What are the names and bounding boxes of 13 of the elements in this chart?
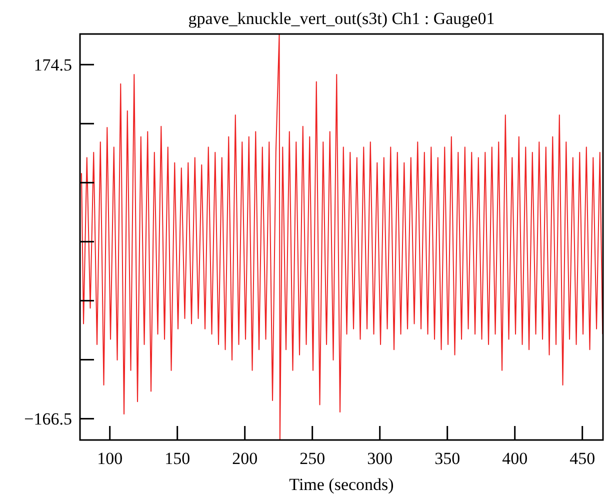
line-series xyxy=(80,34,603,440)
x-tick-label: 200 xyxy=(232,449,258,468)
x-tick-label: 150 xyxy=(164,449,190,468)
x-tick-label: 350 xyxy=(434,449,460,468)
x-tick-label: 100 xyxy=(97,449,123,468)
chart-title: gpave_knuckle_vert_out(s3t) Ch1 : Gauge01 xyxy=(188,9,495,28)
x-tick-label: 300 xyxy=(367,449,393,468)
x-tick-label: 450 xyxy=(570,449,596,468)
x-axis-title: Time (seconds) xyxy=(289,475,394,494)
x-tick-label: 400 xyxy=(502,449,528,468)
y-tick-label: 174.5 xyxy=(34,56,72,75)
x-tick-label: 250 xyxy=(300,449,326,468)
y-tick-label: −166.5 xyxy=(24,410,72,429)
